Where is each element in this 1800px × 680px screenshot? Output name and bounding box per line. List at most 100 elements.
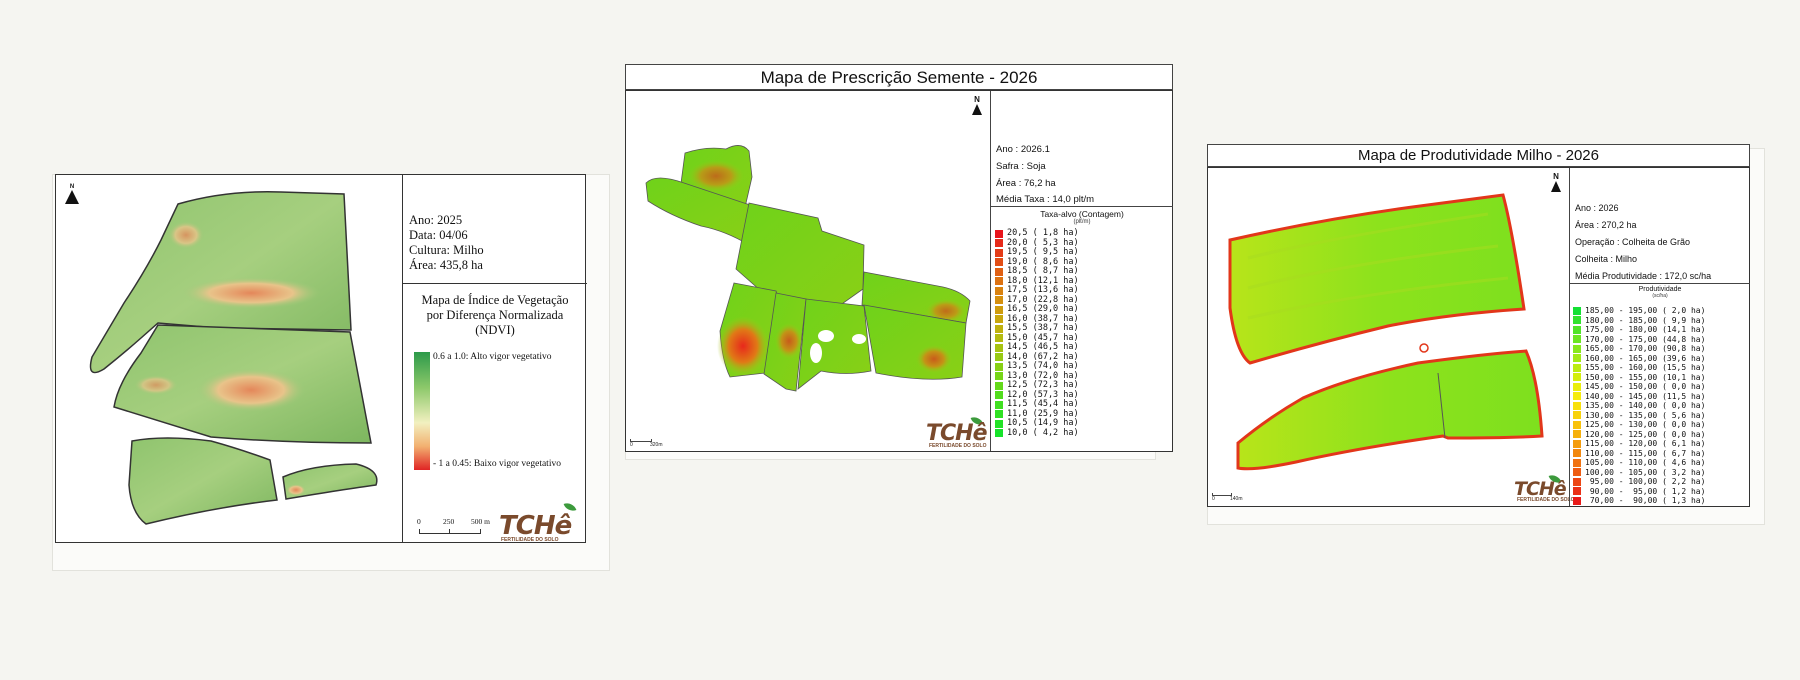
legend-item: 110,00 - 115,00 ( 6,7 ha) bbox=[1573, 449, 1705, 459]
seed-prescription-map[interactable] bbox=[626, 91, 990, 451]
ndvi-field-southeast bbox=[282, 463, 378, 500]
ndvi-field-map[interactable] bbox=[56, 175, 402, 542]
legend-item: 14,0 (67,2 ha) bbox=[995, 352, 1079, 363]
legend-label: 11,5 (45,4 ha) bbox=[1007, 399, 1079, 409]
legend-item: 180,00 - 185,00 ( 9,9 ha) bbox=[1573, 316, 1705, 326]
legend-swatch bbox=[1573, 439, 1581, 448]
legend-label: 19,0 ( 8,6 ha) bbox=[1007, 256, 1079, 267]
yield-field-map[interactable] bbox=[1208, 168, 1569, 506]
legend-item: 13,0 (72,0 ha) bbox=[995, 370, 1079, 382]
seed-info-area: Área : 76,2 ha bbox=[996, 178, 1056, 189]
legend-item: 165,00 - 170,00 (90,8 ha) bbox=[1573, 344, 1705, 354]
seed-info-media: Média Taxa : 14,0 plt/m bbox=[996, 194, 1095, 205]
legend-swatch bbox=[995, 315, 1003, 324]
legend-item: 20,5 ( 1,8 ha) bbox=[995, 228, 1079, 239]
legend-label: 15,0 (45,7 ha) bbox=[1007, 332, 1079, 343]
north-arrow-icon: N bbox=[969, 95, 985, 115]
yield-info-area: Área : 270,2 ha bbox=[1575, 220, 1637, 230]
ndvi-side-panel: Ano: 2025 Data: 04/06 Cultura: Milho Áre… bbox=[402, 175, 587, 543]
ndvi-info-cultura: Cultura: Milho bbox=[409, 243, 484, 257]
legend-swatch bbox=[1573, 306, 1581, 315]
legend-label: 105,00 - 110,00 ( 4,6 ha) bbox=[1585, 458, 1706, 467]
legend-label: 90,00 - 95,00 ( 1,2 ha) bbox=[1585, 486, 1706, 496]
legend-item: 145,00 - 150,00 ( 0,0 ha) bbox=[1573, 382, 1705, 392]
legend-swatch bbox=[1573, 335, 1581, 344]
legend-item: 135,00 - 140,00 ( 0,0 ha) bbox=[1573, 401, 1705, 411]
legend-swatch bbox=[995, 286, 1003, 295]
seed-side-panel: Ano : 2026.1 Safra : Soja Área : 76,2 ha… bbox=[990, 91, 1173, 451]
legend-swatch bbox=[995, 429, 1003, 438]
seed-map-frame: N 0 320 bbox=[625, 90, 1173, 452]
legend-item: 17,0 (22,8 ha) bbox=[995, 295, 1079, 306]
yield-info-ano: Ano : 2026 bbox=[1575, 203, 1619, 213]
legend-label: 165,00 - 170,00 (90,8 ha) bbox=[1585, 344, 1706, 353]
legend-item: 11,5 (45,4 ha) bbox=[995, 399, 1079, 410]
legend-label: 155,00 - 160,00 (15,5 ha) bbox=[1585, 363, 1706, 372]
legend-item: 15,5 (38,7 ha) bbox=[995, 323, 1079, 334]
legend-swatch bbox=[1573, 392, 1581, 401]
legend-item: 170,00 - 175,00 (44,8 ha) bbox=[1573, 335, 1705, 345]
legend-label: 10,5 (14,9 ha) bbox=[1007, 418, 1079, 428]
legend-swatch bbox=[1573, 354, 1581, 363]
ndvi-info-ano: Ano: 2025 bbox=[409, 213, 463, 227]
legend-label: 185,00 - 195,00 ( 2,0 ha) bbox=[1585, 306, 1706, 315]
legend-swatch bbox=[1573, 477, 1581, 486]
legend-item: 100,00 - 105,00 ( 3,2 ha) bbox=[1573, 468, 1705, 478]
legend-item: 95,00 - 100,00 ( 2,2 ha) bbox=[1573, 477, 1705, 487]
legend-item: 130,00 - 135,00 ( 5,6 ha) bbox=[1573, 411, 1705, 421]
legend-swatch bbox=[995, 296, 1003, 305]
legend-swatch bbox=[1573, 496, 1581, 505]
legend-item: 12,0 (57,3 ha) bbox=[995, 389, 1079, 401]
seed-map-title: Mapa de Prescrição Semente - 2026 bbox=[625, 64, 1173, 90]
ndvi-map-frame: N Ano: 2025 Data: 04/06 bbox=[55, 174, 587, 543]
legend-item: 18,0 (12,1 ha) bbox=[995, 275, 1079, 287]
legend-item: 15,0 (45,7 ha) bbox=[995, 332, 1079, 344]
yield-info-box: Ano : 2026 Área : 270,2 ha Operação : Co… bbox=[1570, 168, 1750, 284]
legend-label: 10,0 ( 4,2 ha) bbox=[1007, 427, 1079, 438]
legend-swatch bbox=[995, 362, 1003, 371]
legend-label: 20,5 ( 1,8 ha) bbox=[1007, 228, 1079, 238]
legend-label: 180,00 - 185,00 ( 9,9 ha) bbox=[1585, 315, 1706, 325]
yield-field-south bbox=[1236, 349, 1544, 471]
legend-swatch bbox=[1573, 382, 1581, 391]
yield-map-frame: N 0 140m TCHê FERTILIDADE DO SOLO Ano : … bbox=[1207, 167, 1750, 507]
legend-item: 160,00 - 165,00 (39,6 ha) bbox=[1573, 354, 1705, 364]
legend-label: 19,5 ( 9,5 ha) bbox=[1007, 247, 1079, 257]
legend-item: 70,00 - 90,00 ( 1,3 ha) bbox=[1573, 496, 1705, 506]
legend-label: 170,00 - 175,00 (44,8 ha) bbox=[1585, 334, 1706, 344]
legend-item: 10,5 (14,9 ha) bbox=[995, 418, 1079, 429]
legend-label: 120,00 - 125,00 ( 0,0 ha) bbox=[1585, 429, 1706, 439]
legend-label: 13,0 (72,0 ha) bbox=[1007, 370, 1079, 381]
legend-item: 120,00 - 125,00 ( 0,0 ha) bbox=[1573, 430, 1705, 440]
legend-swatch bbox=[995, 324, 1003, 333]
legend-item: 150,00 - 155,00 (10,1 ha) bbox=[1573, 373, 1705, 383]
legend-item: 125,00 - 130,00 ( 0,0 ha) bbox=[1573, 420, 1705, 430]
ndvi-info-area: Área: 435,8 ha bbox=[409, 258, 483, 272]
legend-label: 130,00 - 135,00 ( 5,6 ha) bbox=[1585, 410, 1706, 420]
legend-item: 175,00 - 180,00 (14,1 ha) bbox=[1573, 325, 1705, 335]
legend-swatch bbox=[995, 372, 1003, 381]
legend-label: 95,00 - 100,00 ( 2,2 ha) bbox=[1585, 477, 1706, 486]
legend-swatch bbox=[995, 400, 1003, 409]
legend-item: 90,00 - 95,00 ( 1,2 ha) bbox=[1573, 487, 1705, 497]
legend-label: 135,00 - 140,00 ( 0,0 ha) bbox=[1585, 401, 1706, 410]
seed-legend-header: Taxa-alvo (Contagem) (plt/m) bbox=[1040, 209, 1124, 225]
legend-label: 13,5 (74,0 ha) bbox=[1007, 361, 1079, 371]
legend-label: 110,00 - 115,00 ( 6,7 ha) bbox=[1585, 448, 1706, 458]
legend-swatch bbox=[1573, 468, 1581, 477]
ndvi-field-south bbox=[128, 437, 278, 525]
ndvi-color-ramp bbox=[414, 352, 430, 470]
legend-label: 12,0 (57,3 ha) bbox=[1007, 389, 1079, 400]
legend-swatch bbox=[1573, 325, 1581, 334]
legend-label: 125,00 - 130,00 ( 0,0 ha) bbox=[1585, 420, 1706, 429]
legend-label: 18,0 (12,1 ha) bbox=[1007, 275, 1079, 286]
yield-field-north bbox=[1228, 193, 1526, 365]
legend-swatch bbox=[995, 353, 1003, 362]
yield-legend-header: Produtividade (sc/ha) bbox=[1638, 286, 1682, 299]
legend-swatch bbox=[1573, 363, 1581, 372]
yield-info-media: Média Produtividade : 172,0 sc/ha bbox=[1575, 271, 1712, 281]
legend-label: 150,00 - 155,00 (10,1 ha) bbox=[1585, 372, 1706, 382]
legend-swatch bbox=[1573, 420, 1581, 429]
legend-swatch bbox=[1573, 316, 1581, 325]
legend-label: 70,00 - 90,00 ( 1,3 ha) bbox=[1585, 496, 1706, 505]
